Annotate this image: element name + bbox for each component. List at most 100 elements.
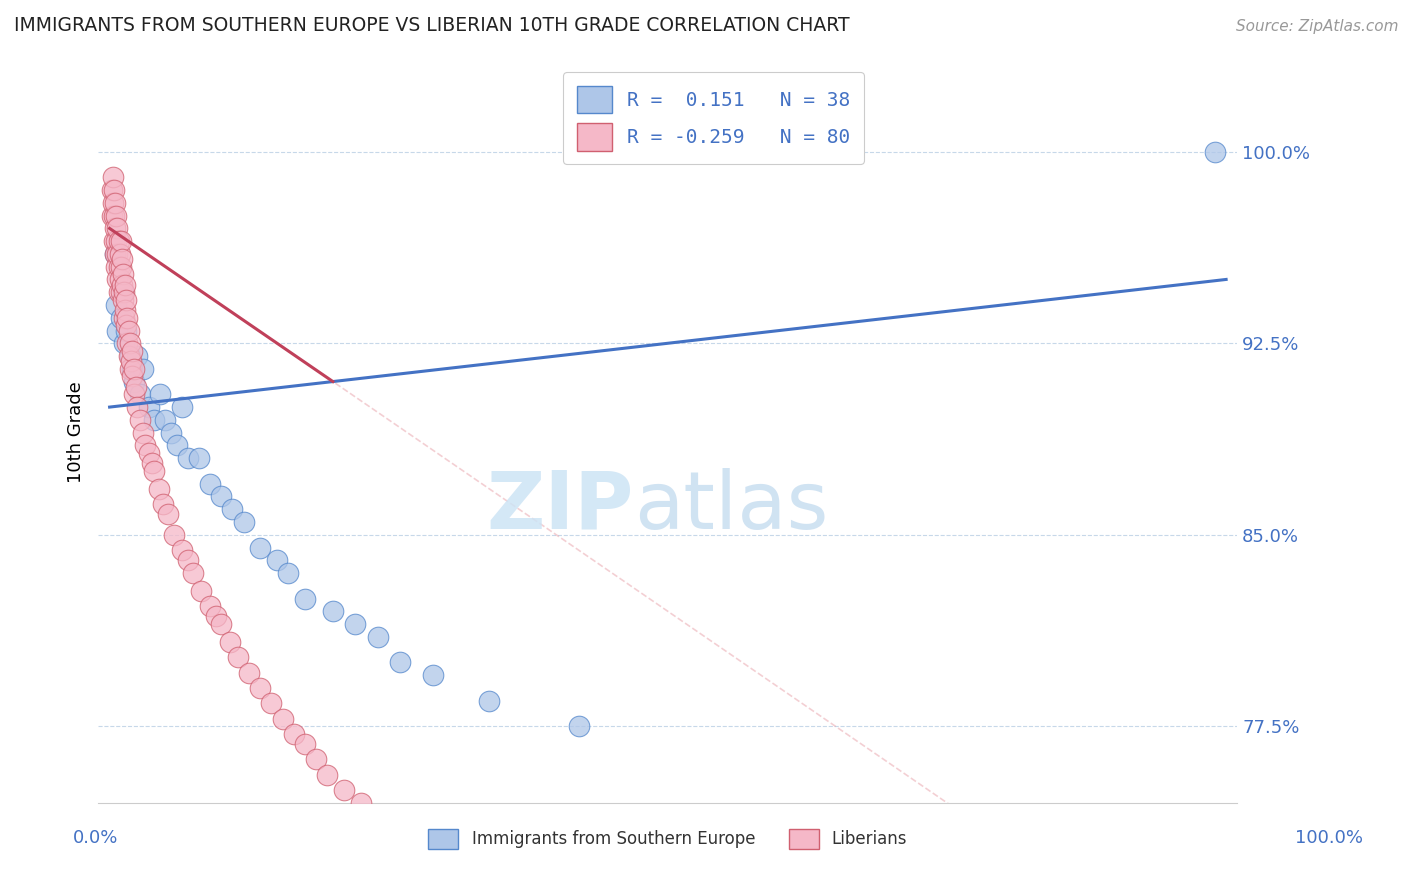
Point bbox=[128, 387, 150, 401]
Point bbox=[112, 310, 135, 325]
Point bbox=[114, 277, 136, 292]
Point bbox=[433, 847, 456, 861]
Point bbox=[367, 808, 389, 822]
Point bbox=[249, 541, 271, 555]
Point bbox=[122, 387, 145, 401]
Point bbox=[277, 566, 299, 580]
Point bbox=[1204, 145, 1226, 159]
Point bbox=[411, 834, 433, 848]
Point bbox=[112, 285, 135, 300]
Point bbox=[422, 668, 444, 682]
Point bbox=[567, 719, 589, 733]
Point bbox=[198, 476, 221, 491]
Point bbox=[105, 298, 128, 312]
Point bbox=[105, 260, 128, 274]
Text: 0.0%: 0.0% bbox=[73, 829, 118, 847]
Point bbox=[138, 400, 160, 414]
Point bbox=[478, 694, 501, 708]
Point bbox=[155, 413, 177, 427]
Point bbox=[138, 446, 160, 460]
Point bbox=[283, 727, 305, 741]
Point bbox=[107, 285, 129, 300]
Point bbox=[127, 400, 149, 414]
Point bbox=[232, 515, 254, 529]
Point bbox=[160, 425, 183, 440]
Point bbox=[226, 650, 249, 665]
Point bbox=[115, 293, 138, 307]
Point bbox=[107, 234, 129, 248]
Point bbox=[104, 247, 127, 261]
Point bbox=[117, 336, 139, 351]
Point bbox=[127, 349, 149, 363]
Legend: Immigrants from Southern Europe, Liberians: Immigrants from Southern Europe, Liberia… bbox=[420, 821, 915, 857]
Point bbox=[209, 617, 232, 632]
Point bbox=[107, 324, 129, 338]
Point bbox=[190, 583, 212, 598]
Point bbox=[105, 234, 128, 248]
Point bbox=[107, 247, 129, 261]
Point bbox=[111, 252, 134, 266]
Point bbox=[107, 260, 129, 274]
Text: Source: ZipAtlas.com: Source: ZipAtlas.com bbox=[1236, 20, 1399, 34]
Point bbox=[118, 361, 141, 376]
Point bbox=[156, 508, 179, 522]
Point bbox=[118, 336, 141, 351]
Point bbox=[117, 310, 139, 325]
Point bbox=[143, 413, 166, 427]
Point bbox=[121, 361, 143, 376]
Point bbox=[104, 221, 127, 235]
Point bbox=[110, 234, 132, 248]
Point bbox=[120, 354, 142, 368]
Point bbox=[163, 527, 186, 541]
Point bbox=[238, 665, 260, 680]
Point bbox=[104, 247, 127, 261]
Text: atlas: atlas bbox=[634, 467, 828, 546]
Point bbox=[209, 490, 232, 504]
Text: ZIP: ZIP bbox=[486, 467, 634, 546]
Point bbox=[114, 303, 136, 318]
Point bbox=[117, 349, 139, 363]
Point bbox=[249, 681, 271, 695]
Point bbox=[260, 696, 283, 710]
Point bbox=[122, 361, 145, 376]
Point bbox=[108, 247, 131, 261]
Point bbox=[110, 310, 132, 325]
Point bbox=[204, 609, 226, 624]
Point bbox=[148, 482, 170, 496]
Point bbox=[316, 768, 339, 782]
Point bbox=[219, 635, 242, 649]
Point bbox=[322, 604, 344, 618]
Point bbox=[187, 451, 209, 466]
Point bbox=[103, 209, 125, 223]
Point bbox=[221, 502, 243, 516]
Point bbox=[152, 497, 174, 511]
Point bbox=[110, 285, 132, 300]
Point bbox=[117, 324, 139, 338]
Point bbox=[344, 617, 367, 632]
Point bbox=[115, 318, 138, 333]
Text: 100.0%: 100.0% bbox=[1295, 829, 1362, 847]
Point bbox=[122, 375, 145, 389]
Point bbox=[141, 456, 163, 470]
Point bbox=[107, 221, 129, 235]
Point bbox=[294, 737, 316, 751]
Point bbox=[143, 464, 166, 478]
Point bbox=[333, 783, 356, 797]
Point bbox=[172, 543, 194, 558]
Point bbox=[121, 343, 143, 358]
Point bbox=[128, 413, 150, 427]
Point bbox=[134, 438, 156, 452]
Point bbox=[105, 209, 128, 223]
Point bbox=[112, 336, 135, 351]
Point bbox=[108, 272, 131, 286]
Point bbox=[107, 272, 129, 286]
Point bbox=[177, 451, 200, 466]
Point bbox=[166, 438, 188, 452]
Point bbox=[367, 630, 389, 644]
Point bbox=[305, 752, 328, 766]
Point bbox=[172, 400, 194, 414]
Y-axis label: 10th Grade: 10th Grade bbox=[66, 382, 84, 483]
Point bbox=[101, 183, 124, 197]
Point bbox=[103, 234, 125, 248]
Point bbox=[266, 553, 288, 567]
